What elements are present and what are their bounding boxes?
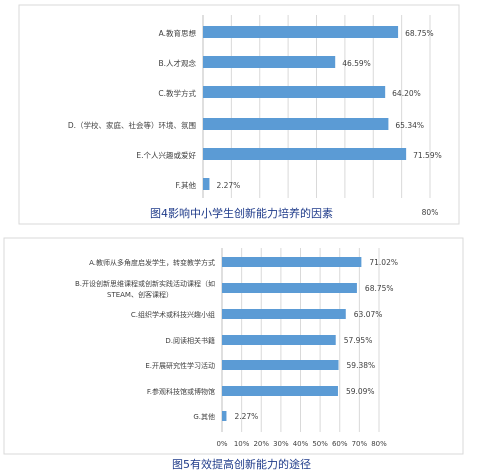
chart1-category-label: D.（学校、家庭、社会等）环境、氛围 (68, 120, 196, 130)
chart2-value-label: 59.38% (347, 361, 376, 370)
chart2-title: 图5有效提高创新能力的途径 (172, 458, 311, 471)
chart2-tick-label: 30% (273, 440, 289, 448)
chart2-category-label: F.参观科技馆或博物馆 (147, 387, 215, 396)
chart1-value-label: 65.34% (395, 121, 424, 130)
chart1-value-label: 68.75% (405, 29, 434, 38)
chart2-category-label: STEAM、创客课程） (107, 290, 173, 299)
chart1-bar (203, 26, 399, 38)
chart2-value-label: 68.75% (365, 284, 394, 293)
chart1-bar (203, 118, 389, 130)
chart2-tick-label: 80% (371, 440, 387, 448)
chart2-tick-label: 40% (293, 440, 309, 448)
chart2-tick-label: 10% (234, 440, 250, 448)
chart2-value-label: 71.02% (369, 258, 398, 267)
chart2-value-label: 63.07% (354, 310, 383, 319)
chart-influencing-factors: A.教育思想 68.75% B.人才观念 46.59% C.教学方式 64.20% D.（学… (18, 4, 460, 225)
chart2-value-label: 2.27% (234, 412, 258, 421)
chart2-tick-label: 20% (253, 440, 269, 448)
chart1-category-label: F.其他 (176, 180, 197, 190)
chart2-tick-label: 70% (352, 440, 368, 448)
chart1-category-label: B.人才观念 (158, 58, 196, 68)
chart2-bar (222, 283, 357, 293)
chart1-bar (203, 148, 407, 160)
chart2-category-label: A.教师从多角度启发学生，转变教学方式 (89, 258, 215, 267)
chart1-category-label: C.教学方式 (158, 88, 196, 98)
chart1-bar (203, 86, 386, 98)
chart1-title: 图4影响中小学生创新能力培养的因素 (150, 207, 333, 220)
chart2-category-label: B.开设创新思维课程或创新实践活动课程（如 (75, 279, 215, 288)
chart1-value-label: 64.20% (392, 89, 421, 98)
chart2-bar (222, 257, 362, 267)
chart2-tick-label: 50% (312, 440, 328, 448)
chart1-category-label: E.个人兴趣或爱好 (136, 150, 196, 160)
chart1-bar (203, 56, 336, 68)
chart1-value-label: 71.59% (413, 151, 442, 160)
chart1-value-label: 2.27% (216, 181, 240, 190)
chart2-category-label: C.组织学术或科技兴趣小组 (131, 310, 215, 319)
chart2-bar (222, 411, 227, 421)
chart2-category-label: D.阅读相关书籍 (165, 336, 215, 345)
chart2-tick-label: 60% (332, 440, 348, 448)
chart1-tick-label: 80% (422, 208, 439, 217)
chart2-frame (3, 237, 464, 455)
chart1-frame (18, 4, 460, 225)
chart2-bar (222, 360, 339, 370)
chart2-category-label: E.开展研究性学习活动 (145, 361, 215, 370)
chart-improvement-methods: A.教师从多角度启发学生，转变教学方式 71.02% B.开设创新思维课程或创新实践… (3, 237, 464, 455)
chart2-value-label: 57.95% (344, 336, 373, 345)
chart2-tick-label: 0% (216, 440, 227, 448)
chart1-bar (203, 178, 210, 190)
chart2-bar (222, 386, 338, 396)
chart1-category-label: A.教育思想 (159, 28, 197, 38)
chart2-bar (222, 335, 336, 345)
chart1-value-label: 46.59% (342, 59, 371, 68)
chart2-value-label: 59.09% (346, 387, 375, 396)
chart2-category-label: G.其他 (193, 412, 215, 421)
chart2-bar (222, 309, 346, 319)
